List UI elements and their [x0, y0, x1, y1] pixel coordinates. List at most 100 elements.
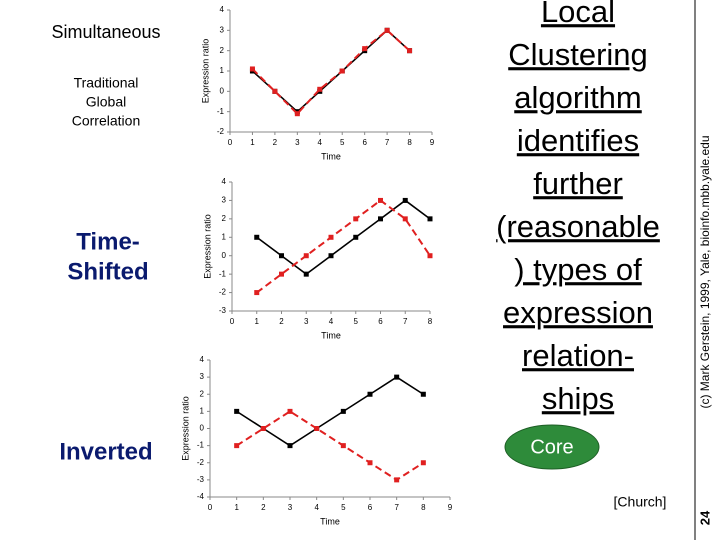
series-line — [236, 376, 424, 447]
marker — [420, 391, 426, 397]
marker — [402, 216, 408, 222]
x-tick-label: 3 — [295, 138, 300, 147]
marker — [378, 197, 383, 203]
series-line — [256, 199, 431, 294]
y-tick-label: -4 — [197, 492, 205, 501]
marker — [384, 27, 390, 33]
marker — [249, 66, 255, 72]
x-tick-label: 9 — [448, 503, 453, 512]
marker — [394, 477, 400, 483]
headline-line: identifies — [517, 123, 639, 158]
marker — [367, 460, 373, 466]
y-tick-label: -3 — [219, 306, 227, 315]
x-tick-label: 9 — [430, 138, 435, 147]
headline-line: expression — [503, 295, 653, 330]
x-axis-title: Time — [320, 516, 340, 526]
x-tick-label: 0 — [228, 138, 233, 147]
marker — [420, 460, 426, 466]
marker — [317, 86, 323, 92]
x-tick-label: 7 — [403, 317, 408, 326]
marker — [303, 253, 309, 259]
marker — [287, 408, 293, 414]
x-tick-label: 3 — [304, 317, 309, 326]
x-tick-label: 5 — [341, 503, 346, 512]
x-tick-label: 6 — [378, 317, 383, 326]
x-tick-label: 6 — [368, 503, 373, 512]
x-axis-title: Time — [321, 151, 341, 161]
marker — [407, 48, 413, 54]
y-tick-label: -2 — [217, 127, 225, 136]
marker — [314, 426, 320, 431]
x-tick-label: 2 — [261, 503, 266, 512]
marker — [303, 271, 309, 277]
marker — [328, 253, 334, 259]
x-tick-label: 5 — [340, 138, 345, 147]
y-tick-label: 2 — [222, 214, 227, 223]
y-tick-label: 1 — [222, 232, 227, 241]
headline-line: ships — [542, 381, 614, 416]
y-axis-title: Expression ratio — [200, 39, 210, 104]
label-simultaneous: Simultaneous — [51, 22, 160, 42]
marker — [367, 391, 373, 397]
headline: Local Clustering algorithm identifies furthe… — [496, 0, 660, 416]
label-traditional: Correlation — [72, 113, 140, 129]
marker — [362, 46, 368, 52]
label-inverted: Inverted — [59, 438, 152, 465]
marker — [394, 374, 400, 380]
citation: [Church] — [614, 494, 667, 510]
marker — [328, 234, 334, 240]
y-tick-label: -2 — [197, 458, 205, 467]
label-traditional: Global — [86, 94, 126, 110]
headline-line: further — [533, 166, 623, 201]
page-number: 24 — [697, 510, 712, 525]
marker — [378, 216, 383, 222]
series-line — [251, 29, 411, 113]
marker — [234, 408, 240, 414]
y-tick-label: -3 — [197, 475, 205, 484]
x-tick-label: 7 — [394, 503, 399, 512]
x-axis-title: Time — [321, 330, 341, 340]
label-traditional: Traditional — [74, 75, 139, 91]
headline-line: (reasonable — [496, 209, 660, 244]
marker — [254, 234, 260, 240]
y-tick-label: 2 — [220, 46, 225, 55]
series-line — [251, 29, 411, 116]
x-tick-label: 0 — [230, 317, 235, 326]
x-tick-label: 3 — [288, 503, 293, 512]
y-tick-label: 4 — [222, 177, 227, 186]
headline-line: Clustering — [508, 37, 648, 72]
headline-line: Local — [541, 0, 615, 29]
headline-line: algorithm — [514, 80, 642, 115]
series-line — [256, 199, 431, 276]
core-label[interactable]: Core — [530, 436, 573, 458]
series-line — [236, 410, 424, 482]
marker — [340, 443, 346, 449]
x-tick-label: 8 — [421, 503, 426, 512]
credit: (c) Mark Gerstein, 1999, Yale, bioinfo.m… — [698, 135, 712, 408]
marker — [340, 408, 346, 414]
x-tick-label: 1 — [255, 317, 260, 326]
core-button[interactable] — [504, 424, 600, 470]
marker — [339, 68, 345, 74]
marker — [402, 197, 408, 203]
y-tick-label: -1 — [197, 441, 205, 450]
y-tick-label: 3 — [220, 25, 225, 34]
marker — [260, 426, 266, 431]
marker — [287, 443, 293, 449]
headline-line: relation- — [522, 338, 634, 373]
marker — [272, 88, 278, 94]
marker — [254, 290, 260, 296]
y-tick-label: 0 — [200, 424, 205, 433]
y-tick-label: 2 — [200, 389, 205, 398]
y-tick-label: 3 — [222, 196, 227, 205]
marker — [279, 271, 284, 277]
marker — [234, 443, 240, 449]
marker — [279, 253, 284, 259]
headline-line: ) types of — [514, 252, 642, 287]
x-tick-label: 0 — [208, 503, 213, 512]
marker — [427, 216, 433, 222]
y-tick-label: 1 — [200, 406, 205, 415]
x-tick-label: 1 — [234, 503, 239, 512]
x-tick-label: 4 — [314, 503, 319, 512]
